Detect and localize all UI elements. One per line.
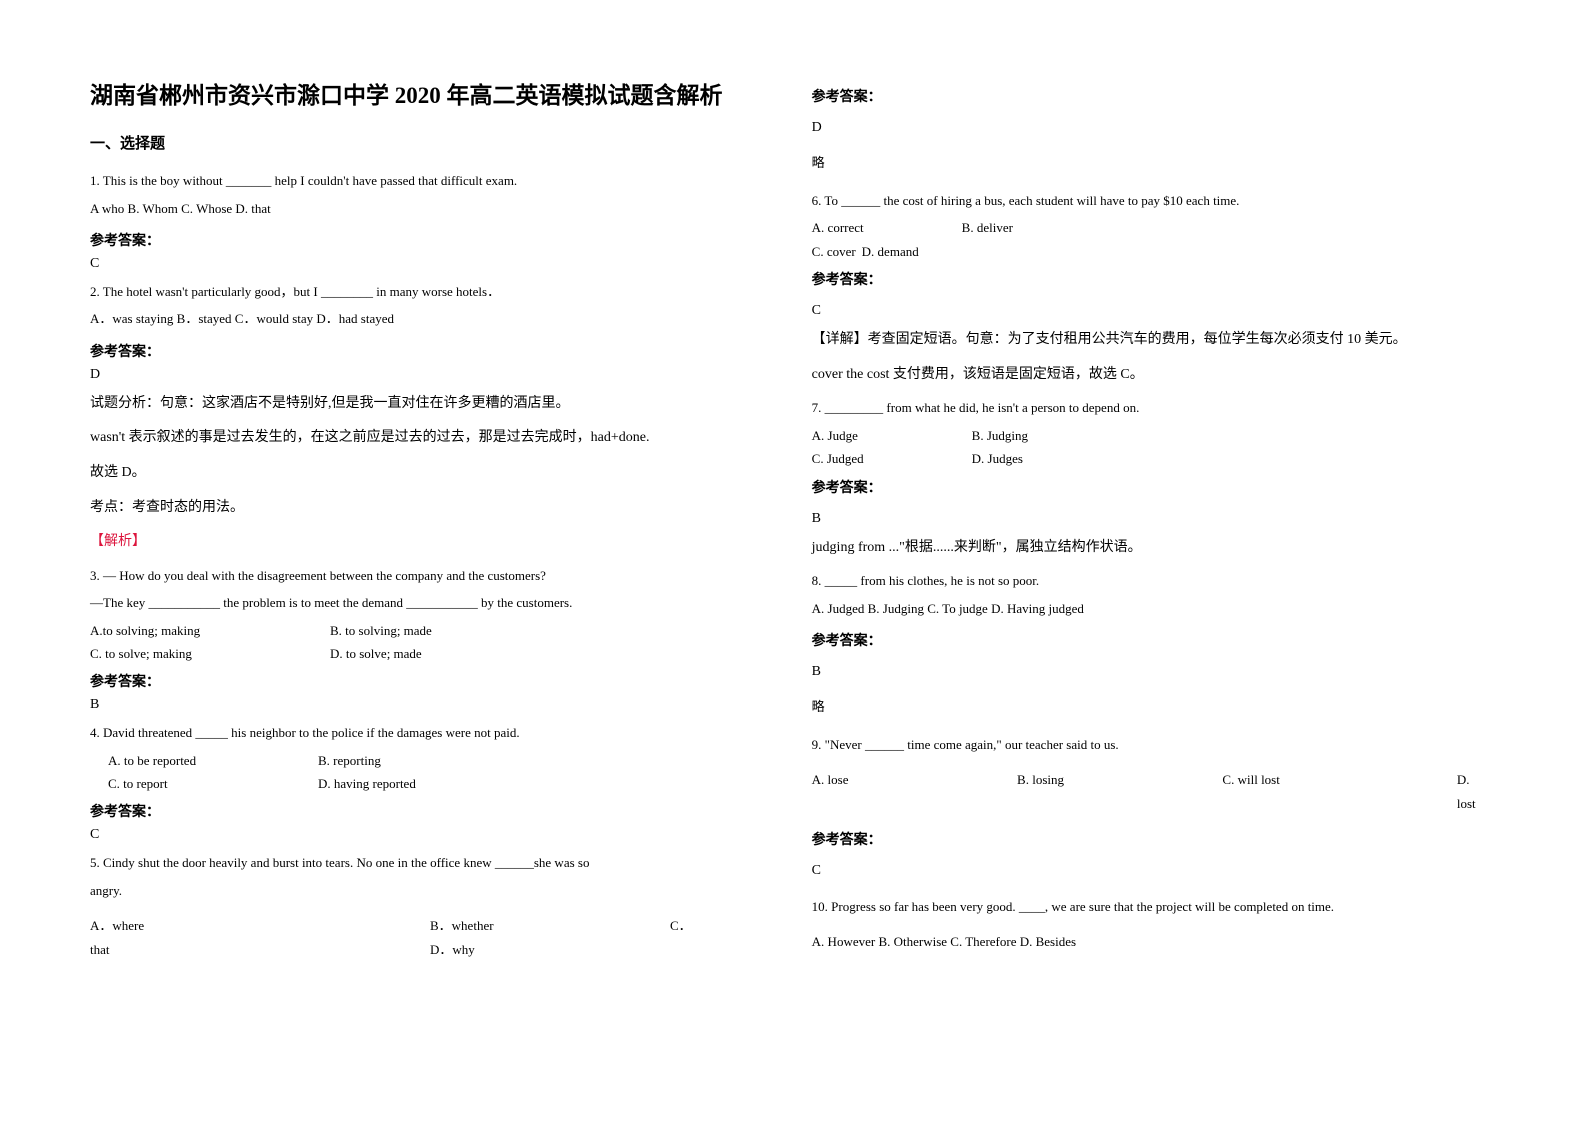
q2-analysis1: 试题分析：句意：这家酒店不是特别好,但是我一直对住在许多更糟的酒店里。	[90, 391, 752, 418]
q3-label: 【解析】	[90, 529, 752, 556]
q8-options: A. Judged B. Judging C. To judge D. Havi…	[812, 597, 1551, 620]
q3-answer: B	[90, 697, 752, 713]
q5-optC2: that	[90, 938, 370, 961]
q4-answer-label: 参考答案：	[90, 801, 752, 821]
q2-options: A．was staying B．stayed C．would stay D．ha…	[90, 307, 752, 330]
q4-optD: D. having reported	[318, 772, 416, 795]
q5-optD: D．why	[430, 938, 475, 961]
q3-answer-label: 参考答案：	[90, 671, 752, 691]
q7-answer: B	[812, 511, 1551, 527]
q7-optA: A. Judge	[812, 424, 912, 447]
right-omit: 略	[812, 152, 1551, 171]
q9-options: A. lose B. losing C. will lost D. lost	[812, 768, 1551, 815]
q6-answer-label: 参考答案：	[812, 269, 1551, 289]
q9-optC: C. will lost	[1222, 768, 1396, 815]
q8-text: 8. _____ from his clothes, he is not so …	[812, 569, 1551, 592]
q2-analysis2: wasn't 表示叙述的事是过去发生的，在这之前应是过去的过去，那是过去完成时，…	[90, 425, 752, 452]
q4-optA: A. to be reported	[108, 749, 258, 772]
q5-optC: C．	[670, 914, 692, 937]
q4-options-row2: C. to report D. having reported	[108, 772, 752, 795]
right-answer: D	[812, 120, 1551, 136]
q3-options-row1: A.to solving; making B. to solving; made	[90, 619, 752, 642]
q4-optC: C. to report	[108, 772, 258, 795]
q7-options-row2: C. Judged D. Judges	[812, 447, 1551, 470]
q1-text: 1. This is the boy without _______ help …	[90, 169, 752, 192]
q10-options: A. However B. Otherwise C. Therefore D. …	[812, 930, 1551, 953]
q3-optA: A.to solving; making	[90, 619, 270, 642]
q2-analysis4: 考点：考查时态的用法。	[90, 495, 752, 522]
q9-answer: C	[812, 863, 1551, 879]
q3-text: 3. — How do you deal with the disagreeme…	[90, 564, 752, 587]
q7-answer-label: 参考答案：	[812, 477, 1551, 497]
right-column: 参考答案： D 略 6. To ______ the cost of hirin…	[812, 80, 1551, 1042]
q5-optB: B．whether	[430, 914, 610, 937]
q7-optC: C. Judged	[812, 447, 912, 470]
q3-optB: B. to solving; made	[330, 619, 432, 642]
page-title: 湖南省郴州市资兴市滁口中学 2020 年高二英语模拟试题含解析	[90, 80, 752, 112]
q6-optC: C. cover	[812, 240, 862, 263]
q5-options-row1: A．where B．whether C．	[90, 914, 752, 937]
q9-optB: B. losing	[1017, 768, 1162, 815]
left-column: 湖南省郴州市资兴市滁口中学 2020 年高二英语模拟试题含解析 一、选择题 1.…	[90, 80, 752, 1042]
q6-text: 6. To ______ the cost of hiring a bus, e…	[812, 189, 1551, 212]
q2-analysis3: 故选 D。	[90, 460, 752, 487]
q3-text2: —The key ___________ the problem is to m…	[90, 591, 752, 614]
q10-text: 10. Progress so far has been very good. …	[812, 895, 1551, 918]
q6-analysis1: 【详解】考查固定短语。句意：为了支付租用公共汽车的费用，每位学生每次必须支付 1…	[812, 327, 1551, 354]
q7-optD: D. Judges	[972, 447, 1023, 470]
q8-answer: B	[812, 664, 1551, 680]
q9-text: 9. "Never ______ time come again," our t…	[812, 733, 1551, 756]
q2-answer-label: 参考答案：	[90, 341, 752, 361]
q4-answer: C	[90, 827, 752, 843]
q5-text: 5. Cindy shut the door heavily and burst…	[90, 851, 752, 874]
q5-options-row2: that D．why	[90, 938, 752, 961]
q7-options-row1: A. Judge B. Judging	[812, 424, 1551, 447]
q8-omit: 略	[812, 696, 1551, 715]
q8-answer-label: 参考答案：	[812, 630, 1551, 650]
q6-answer: C	[812, 303, 1551, 319]
q4-options-row1: A. to be reported B. reporting	[108, 749, 752, 772]
q5-optA: A．where	[90, 914, 370, 937]
q4-optB: B. reporting	[318, 749, 381, 772]
q1-options: A who B. Whom C. Whose D. that	[90, 197, 752, 220]
q9-answer-label: 参考答案：	[812, 829, 1551, 849]
q3-options-row2: C. to solve; making D. to solve; made	[90, 642, 752, 665]
q6-optD: D. demand	[862, 240, 919, 263]
q7-text: 7. _________ from what he did, he isn't …	[812, 396, 1551, 419]
section-heading: 一、选择题	[90, 132, 752, 153]
q6-options-row2: C. cover D. demand	[812, 240, 1551, 263]
q5-text2: angry.	[90, 879, 752, 902]
q6-optB: B. deliver	[962, 216, 1013, 239]
q6-options-row1: A. correct B. deliver	[812, 216, 1551, 239]
q1-answer-label: 参考答案：	[90, 230, 752, 250]
q7-analysis: judging from ..."根据......来判断"，属独立结构作状语。	[812, 535, 1551, 562]
q2-text: 2. The hotel wasn't particularly good，bu…	[90, 280, 752, 303]
q1-answer: C	[90, 256, 752, 272]
q2-answer: D	[90, 367, 752, 383]
q4-text: 4. David threatened _____ his neighbor t…	[90, 721, 752, 744]
q3-optC: C. to solve; making	[90, 642, 270, 665]
right-answer-label: 参考答案：	[812, 86, 1551, 106]
q6-analysis2: cover the cost 支付费用，该短语是固定短语，故选 C。	[812, 362, 1551, 389]
q9-optA: A. lose	[812, 768, 957, 815]
q6-optA: A. correct	[812, 216, 902, 239]
q9-optD: D. lost	[1457, 768, 1491, 815]
q3-optD: D. to solve; made	[330, 642, 422, 665]
q7-optB: B. Judging	[972, 424, 1028, 447]
